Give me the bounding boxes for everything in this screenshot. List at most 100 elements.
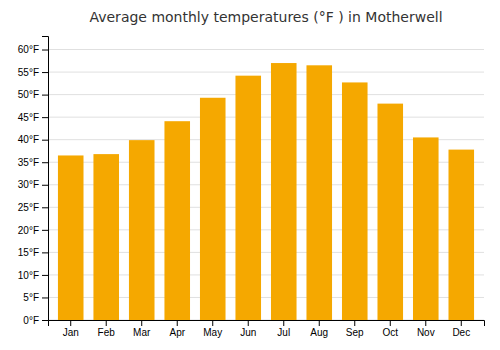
- x-tick: Mar: [133, 320, 151, 338]
- x-tick: Jul: [277, 320, 290, 338]
- x-tick-label: May: [203, 327, 222, 338]
- bar: [271, 63, 297, 320]
- y-tick: 15°F: [18, 247, 48, 258]
- x-axis: Jan Feb Mar Apr May Jun Jul Aug Sep Oct Nov Dec: [49, 320, 485, 338]
- bar: [164, 121, 190, 320]
- x-tick: Aug: [310, 320, 328, 338]
- bar: [413, 137, 439, 320]
- y-tick: 45°F: [18, 112, 48, 123]
- x-tick: Dec: [452, 320, 470, 338]
- x-tick-label: Aug: [310, 327, 328, 338]
- y-tick-mark: [42, 252, 48, 253]
- y-tick: 5°F: [23, 292, 48, 303]
- y-tick-mark: [42, 140, 48, 141]
- x-tick: Oct: [382, 320, 398, 338]
- grid-line: [48, 94, 484, 95]
- x-tick-label: Jan: [63, 327, 79, 338]
- y-tick-mark: [42, 72, 48, 73]
- bar: [200, 98, 226, 320]
- bar: [377, 104, 403, 320]
- y-tick-label: 25°F: [18, 202, 39, 213]
- title: Average monthly temperatures (°F ) in Mo…: [89, 9, 442, 25]
- y-tick-label: 0°F: [23, 315, 39, 326]
- x-tick: Sep: [346, 320, 364, 338]
- x-tick-mark: [461, 320, 462, 326]
- y-tick-mark: [42, 185, 48, 186]
- y-tick: 30°F: [18, 179, 48, 190]
- y-tick-mark: [42, 50, 48, 51]
- y-tick-label: 15°F: [18, 247, 39, 258]
- x-tick-label: Mar: [133, 327, 151, 338]
- y-tick-mark: [42, 117, 48, 118]
- x-tick-mark: [425, 320, 426, 326]
- y-tick-label: 20°F: [18, 225, 39, 236]
- y-tick: 20°F: [18, 225, 48, 236]
- bar: [235, 76, 261, 320]
- x-tick-label: Jun: [240, 327, 256, 338]
- x-tick-mark: [141, 320, 142, 326]
- bar: [93, 154, 119, 320]
- x-tick-label: Dec: [452, 327, 470, 338]
- y-tick-label: 45°F: [18, 112, 39, 123]
- x-tick: Apr: [169, 320, 185, 338]
- x-tick-mark: [319, 320, 320, 326]
- x-tick-label: Nov: [417, 327, 435, 338]
- x-tick-mark: [283, 320, 284, 326]
- x-axis-line: [49, 321, 485, 327]
- y-tick-label: 60°F: [18, 44, 39, 55]
- y-tick-label: 30°F: [18, 179, 39, 190]
- x-tick-mark: [106, 320, 107, 326]
- x-tick: Feb: [98, 320, 116, 338]
- grid-line: [48, 117, 484, 118]
- x-tick-label: Sep: [346, 327, 364, 338]
- y-tick: 25°F: [18, 202, 48, 213]
- x-tick-label: Jul: [277, 327, 290, 338]
- y-tick-mark: [42, 275, 48, 276]
- x-tick-mark: [177, 320, 178, 326]
- y-tick: 10°F: [18, 270, 48, 281]
- y-tick-mark: [42, 320, 48, 321]
- y-tick-mark: [42, 230, 48, 231]
- x-tick: Jun: [240, 320, 256, 338]
- bar: [129, 140, 155, 320]
- grid-line: [48, 49, 484, 50]
- x-tick-label: Apr: [169, 327, 185, 338]
- x-tick-mark: [70, 320, 71, 326]
- plot: 0°F 5°F 10°F 15°F 20°F 25°F 30°F 35°F 40°F 45°F 50…: [18, 37, 485, 339]
- y-tick: 60°F: [18, 44, 48, 55]
- y-tick: 55°F: [18, 67, 48, 78]
- y-tick-label: 10°F: [18, 270, 39, 281]
- x-tick: May: [203, 320, 222, 338]
- y-tick-label: 50°F: [18, 89, 39, 100]
- y-tick-label: 55°F: [18, 67, 39, 78]
- grid-line: [48, 72, 484, 73]
- y-tick-mark: [42, 162, 48, 163]
- y-tick-label: 35°F: [18, 157, 39, 168]
- y-axis: 0°F 5°F 10°F 15°F 20°F 25°F 30°F 35°F 40°F 45°F 50…: [18, 37, 49, 326]
- x-tick-mark: [248, 320, 249, 326]
- x-tick-label: Feb: [98, 327, 116, 338]
- y-tick: 35°F: [18, 157, 48, 168]
- x-tick-mark: [212, 320, 213, 326]
- y-tick-label: 40°F: [18, 134, 39, 145]
- x-tick-label: Oct: [382, 327, 398, 338]
- y-tick: 0°F: [23, 315, 48, 326]
- x-tick-mark: [390, 320, 391, 326]
- y-tick-mark: [42, 207, 48, 208]
- grid: [48, 50, 484, 320]
- y-tick-label: 5°F: [23, 292, 39, 303]
- chart: 0°F 5°F 10°F 15°F 20°F 25°F 30°F 35°F 40°F 45°F 50…: [0, 0, 500, 350]
- bar: [448, 150, 474, 320]
- x-tick: Nov: [417, 320, 435, 338]
- x-tick-mark: [354, 320, 355, 326]
- bar: [58, 155, 84, 320]
- x-tick: Jan: [63, 320, 79, 338]
- y-tick: 40°F: [18, 134, 48, 145]
- y-tick-mark: [42, 95, 48, 96]
- y-axis-line: [42, 37, 49, 321]
- y-tick-mark: [42, 297, 48, 298]
- bar: [342, 82, 368, 320]
- y-tick: 50°F: [18, 89, 48, 100]
- bars: [58, 63, 474, 320]
- bar: [306, 65, 332, 320]
